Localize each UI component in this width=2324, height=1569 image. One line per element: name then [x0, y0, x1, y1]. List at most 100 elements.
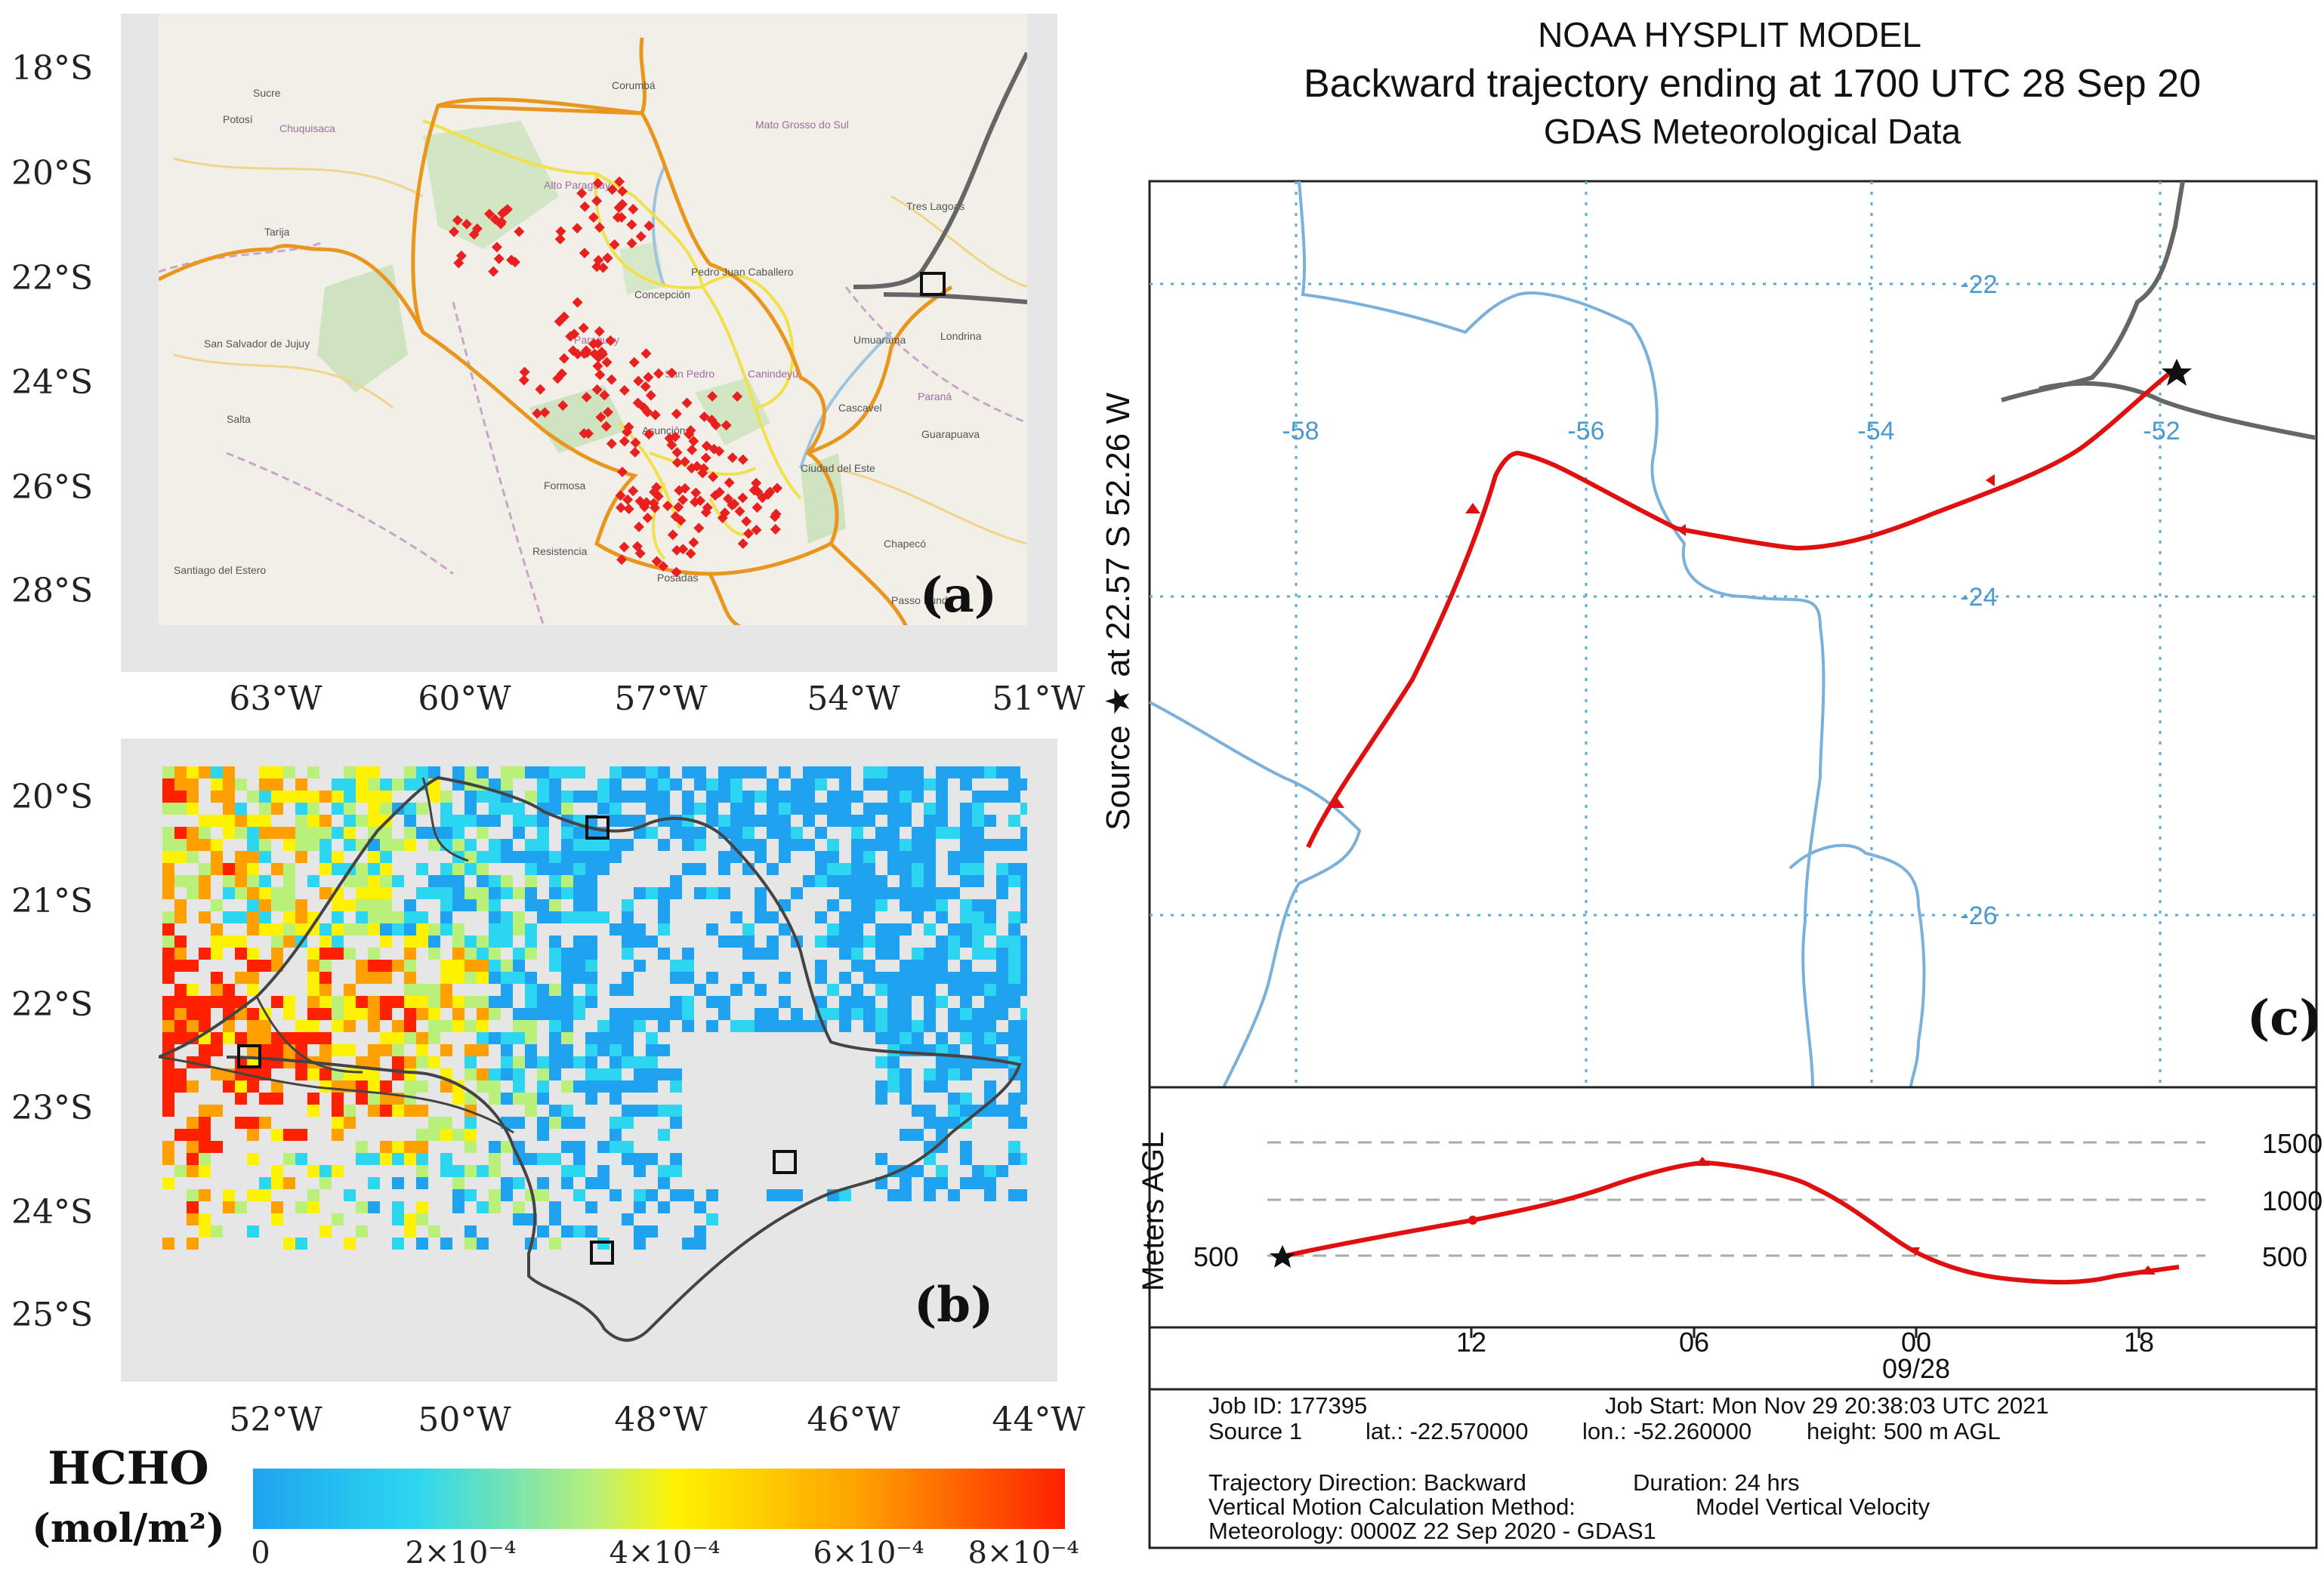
fire-point: [606, 438, 617, 449]
hcho-cell: [634, 791, 646, 803]
hcho-cell: [489, 1093, 501, 1105]
hcho-cell: [972, 875, 984, 887]
hcho-cell: [924, 839, 936, 851]
hcho-cell: [875, 948, 887, 960]
colorbar-tick: 4×10⁻⁴: [609, 1536, 720, 1569]
hcho-cell: [525, 899, 537, 911]
hcho-cell: [452, 1201, 464, 1213]
hcho-cell: [452, 899, 464, 911]
hcho-cell: [791, 827, 803, 839]
hcho-cell: [1020, 1056, 1027, 1068]
hcho-cell: [513, 972, 525, 984]
trajectory-duration: Duration: 24 hrs: [1633, 1469, 1800, 1496]
hcho-cell: [271, 1129, 283, 1141]
hcho-cell: [863, 766, 875, 778]
hcho-cell: [960, 815, 972, 827]
hcho-cell: [271, 936, 283, 948]
fire-point: [594, 326, 605, 338]
hcho-cell: [815, 827, 827, 839]
hcho-colorbar: HCHO (mol/m²) 0 2×10⁻⁴ 4×10⁻⁴ 6×10⁻⁴ 8×1…: [32, 1442, 1079, 1569]
hcho-cell: [755, 911, 767, 923]
hcho-cell: [960, 984, 972, 996]
fire-point: [617, 466, 628, 477]
hcho-cell: [380, 851, 392, 863]
hcho-cell: [597, 911, 610, 923]
hysplit-title: NOAA HYSPLIT MODEL: [1538, 15, 1921, 54]
hcho-cell: [767, 815, 779, 827]
hcho-cell: [912, 887, 924, 899]
hcho-cell: [960, 827, 972, 839]
hcho-cell: [791, 1189, 803, 1201]
hcho-cell: [561, 1080, 573, 1093]
lon-tick: 60°W: [418, 680, 511, 718]
hcho-cell: [912, 851, 924, 863]
hcho-cell: [416, 1238, 428, 1250]
hcho-cell: [283, 923, 295, 936]
fire-point: [685, 548, 696, 559]
fire-point: [699, 411, 710, 422]
hcho-cell: [779, 839, 791, 851]
hcho-cell: [658, 911, 670, 923]
hcho-cell: [924, 1189, 936, 1201]
hcho-cell: [380, 827, 392, 839]
hcho-cell: [646, 791, 658, 803]
hcho-cell: [755, 815, 767, 827]
hcho-cell: [573, 1225, 585, 1238]
hcho-cell: [1008, 815, 1020, 827]
hcho-cell: [537, 899, 549, 911]
hcho-cell: [489, 1032, 501, 1044]
hcho-cell: [718, 766, 730, 778]
hcho-cell: [1020, 887, 1027, 899]
hcho-cell: [573, 766, 585, 778]
hcho-cell: [319, 791, 332, 803]
hcho-cell: [622, 839, 634, 851]
hcho-cell: [271, 1177, 283, 1189]
hcho-cell: [525, 875, 537, 887]
hcho-cell: [489, 778, 501, 791]
hcho-cell: [271, 899, 283, 911]
hcho-cell: [561, 1020, 573, 1032]
hcho-cell: [464, 899, 477, 911]
hcho-cell: [730, 936, 742, 948]
hcho-cell: [670, 875, 682, 887]
hcho-cell: [380, 1080, 392, 1093]
hcho-cell: [199, 1117, 211, 1129]
hcho-cell: [247, 899, 259, 911]
hcho-cell: [779, 827, 791, 839]
hcho-cell: [875, 1008, 887, 1020]
hcho-cell: [295, 791, 307, 803]
hcho-cell: [319, 1032, 332, 1044]
hcho-cell: [392, 1238, 404, 1250]
hcho-cell: [477, 1238, 489, 1250]
hcho-cell: [900, 899, 912, 911]
hcho-cell: [972, 815, 984, 827]
hcho-cell: [1020, 778, 1027, 791]
fire-point: [667, 529, 678, 541]
hcho-cell: [549, 996, 561, 1008]
place-label: Londrina: [940, 330, 982, 342]
hcho-cell: [634, 1008, 646, 1020]
hcho-cell: [513, 1213, 525, 1225]
hcho-cell: [549, 1238, 561, 1250]
hcho-cell: [319, 839, 332, 851]
hcho-cell: [585, 1177, 597, 1189]
fire-point: [557, 399, 569, 411]
hcho-cell: [319, 936, 332, 948]
hcho-cell: [622, 936, 634, 948]
hcho-cell: [960, 1093, 972, 1105]
hcho-cell: [162, 936, 174, 948]
hcho-cell: [513, 960, 525, 972]
hcho-cell: [464, 1020, 477, 1032]
hcho-cell: [211, 815, 223, 827]
hcho-cell: [597, 851, 610, 863]
source-location-label: Source ★ at 22.57 S 52.26 W: [1100, 393, 1137, 831]
hcho-cell: [718, 1008, 730, 1020]
hcho-cell: [610, 851, 622, 863]
hcho-cell: [706, 1020, 718, 1032]
hcho-cell: [211, 863, 223, 875]
hcho-cell: [235, 778, 247, 791]
hcho-cell: [1008, 1117, 1020, 1129]
hcho-cell: [755, 1008, 767, 1020]
hcho-cell: [344, 875, 356, 887]
hcho-cell: [464, 1129, 477, 1141]
